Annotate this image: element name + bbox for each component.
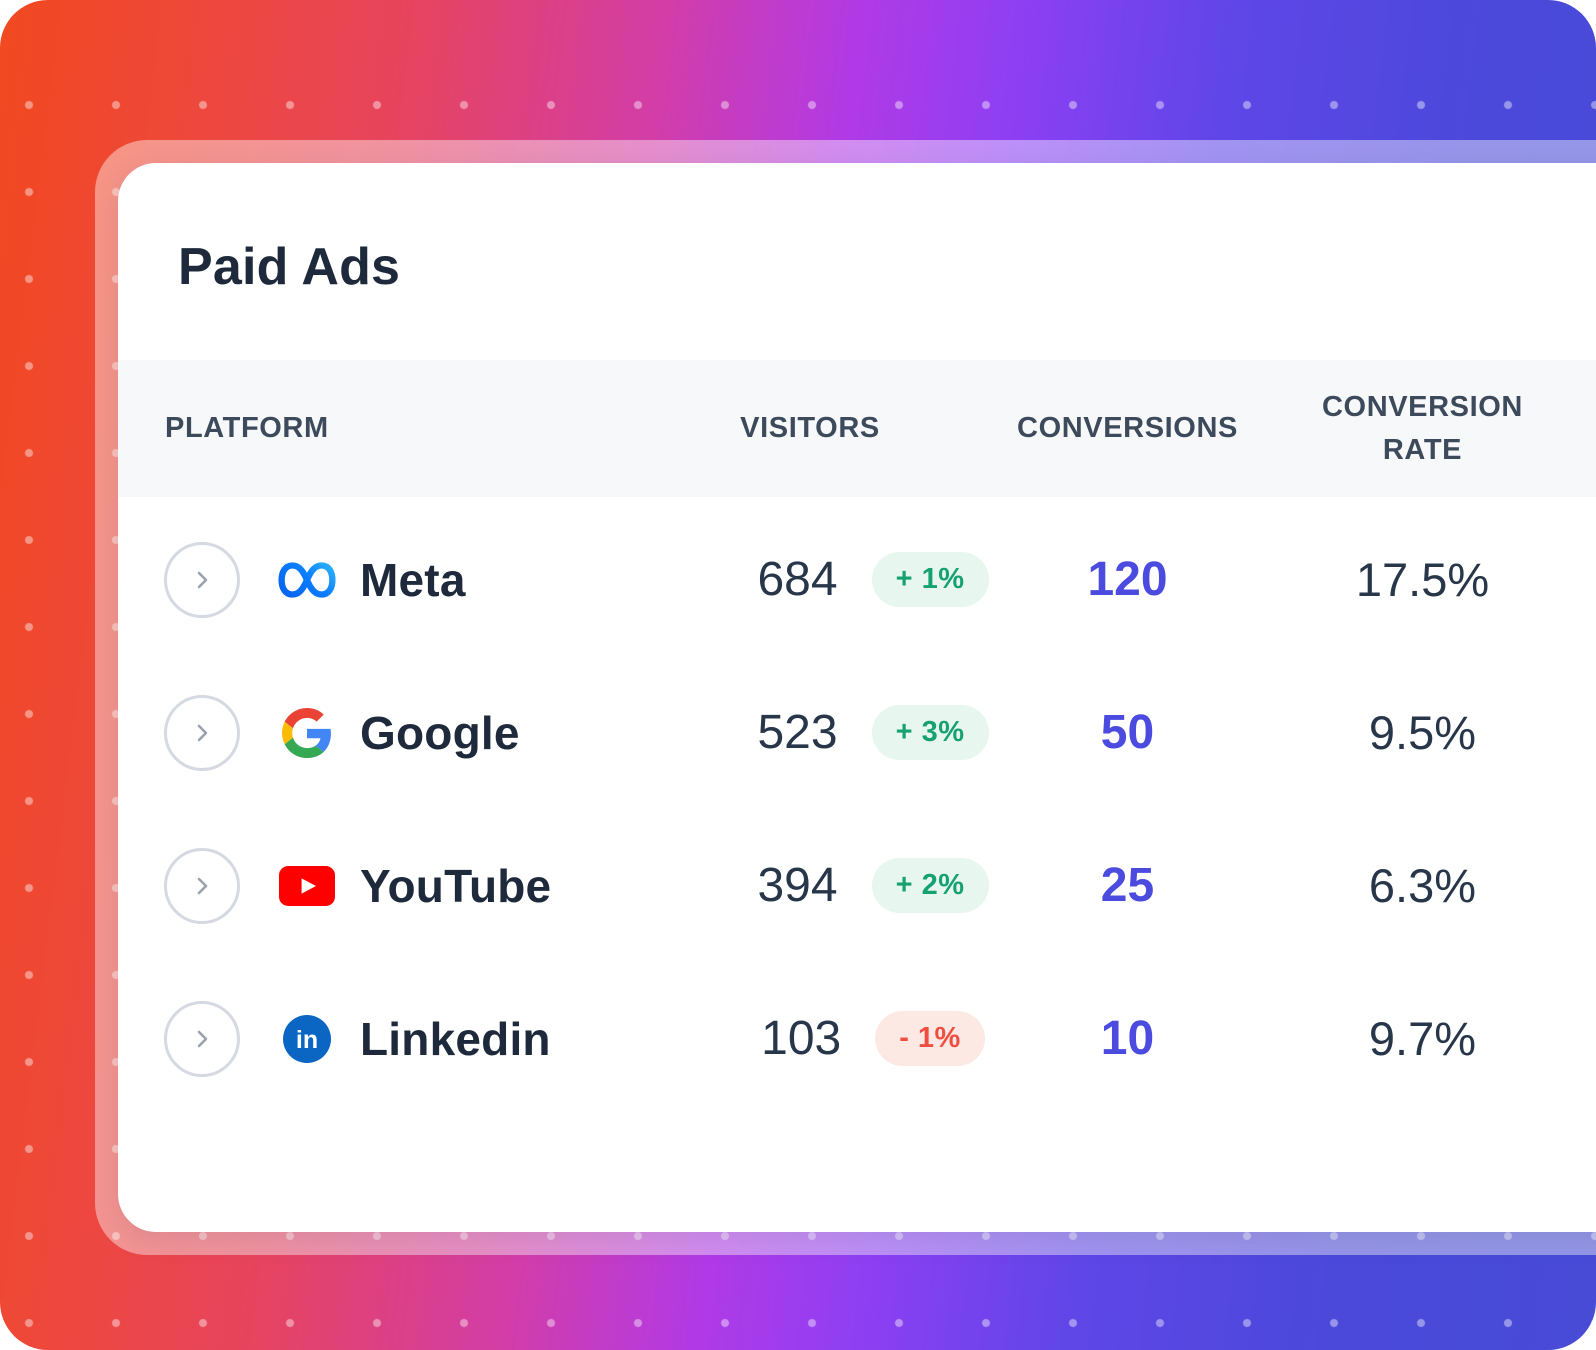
conversions-value: 120 [1087,553,1168,606]
svg-text:in: in [296,1026,318,1054]
column-header-platform: PLATFORM [165,412,329,444]
page-title: Paid Ads [178,238,401,296]
column-header-visitors: VISITORS [740,412,880,444]
conversions-value: 10 [1100,1012,1155,1065]
linkedin-logo-icon: in [278,1010,336,1068]
table-row-youtube: YouTube 394 + 2% 25 6.3% [118,809,1596,962]
platform-name: Meta [360,553,466,606]
chevron-right-icon [197,571,208,588]
google-logo-icon [278,704,336,762]
change-badge: + 2% [871,858,989,913]
conversion-rate-value: 6.3% [1368,859,1477,912]
visitors-value: 684 [757,553,838,606]
table-row-meta: Meta 684 + 1% 120 17.5% [118,503,1596,656]
chevron-right-icon [197,877,208,894]
column-header-conversions: CONVERSIONS [1017,412,1238,444]
table-row-google: Google 523 + 3% 50 9.5% [118,656,1596,809]
platform-name: YouTube [360,859,552,912]
platform-name: Google [360,706,520,759]
expand-row-button[interactable] [164,694,240,771]
table-body: Meta 684 + 1% 120 17.5% [118,497,1596,1115]
visitors-value: 394 [757,859,838,912]
platform-name: Linkedin [360,1012,551,1065]
youtube-logo-icon [278,857,336,915]
conversions-value: 25 [1100,859,1155,912]
table-header-row: PLATFORM VISITORS CONVERSIONS CONVERSION… [118,360,1596,497]
change-badge: + 1% [871,552,989,607]
visitors-value: 103 [761,1012,842,1065]
meta-logo-icon [278,551,336,609]
expand-row-button[interactable] [164,847,240,924]
conversions-value: 50 [1100,706,1155,759]
chevron-right-icon [197,724,208,741]
visitors-value: 523 [757,706,838,759]
expand-row-button[interactable] [164,541,240,618]
expand-row-button[interactable] [164,1000,240,1077]
conversion-rate-value: 9.7% [1368,1012,1477,1065]
change-badge: - 1% [875,1011,985,1066]
conversion-rate-value: 9.5% [1368,706,1477,759]
table-row-linkedin: in Linkedin 103 - 1% 10 9.7% [118,962,1596,1115]
change-badge: + 3% [871,705,989,760]
paid-ads-card: Paid Ads PLATFORM VISITORS CONVERSIONS C… [118,163,1596,1232]
conversion-rate-value: 17.5% [1355,553,1490,606]
chevron-right-icon [197,1030,208,1047]
column-header-conversion-rate: CONVERSION RATE [1322,391,1523,466]
